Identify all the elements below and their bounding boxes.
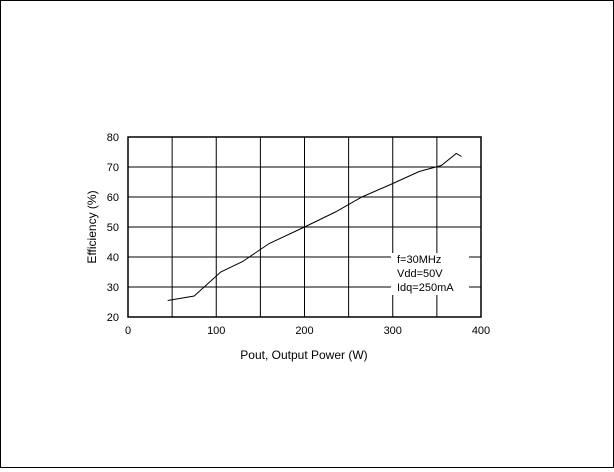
y-tick-label: 40: [107, 252, 119, 264]
x-axis-title: Pout, Output Power (W): [240, 348, 367, 362]
y-tick-label: 60: [107, 192, 119, 204]
x-tick-label: 100: [207, 325, 225, 337]
y-tick-label: 20: [107, 312, 119, 324]
annotation-idq: Idq=250mA: [397, 282, 454, 294]
plot-area: [127, 136, 482, 318]
y-tick-label: 80: [107, 132, 119, 144]
x-tick-label: 0: [125, 325, 131, 337]
y-tick-label: 50: [107, 222, 119, 234]
annotation-frequency: f=30MHz: [397, 254, 441, 266]
y-tick-labels: 20 30 40 50 60 70 80: [107, 132, 119, 324]
x-tick-label: 300: [384, 325, 402, 337]
x-tick-labels: 0 100 200 300 400: [125, 325, 490, 337]
x-tick-label: 400: [472, 325, 490, 337]
x-tick-label: 200: [295, 325, 313, 337]
annotation-vdd: Vdd=50V: [397, 268, 443, 280]
annotation-backdrop: [391, 253, 469, 295]
y-tick-label: 30: [107, 282, 119, 294]
y-axis-title: Efficiency (%): [85, 190, 99, 263]
efficiency-curve: [167, 152, 462, 301]
y-tick-label: 70: [107, 162, 119, 174]
